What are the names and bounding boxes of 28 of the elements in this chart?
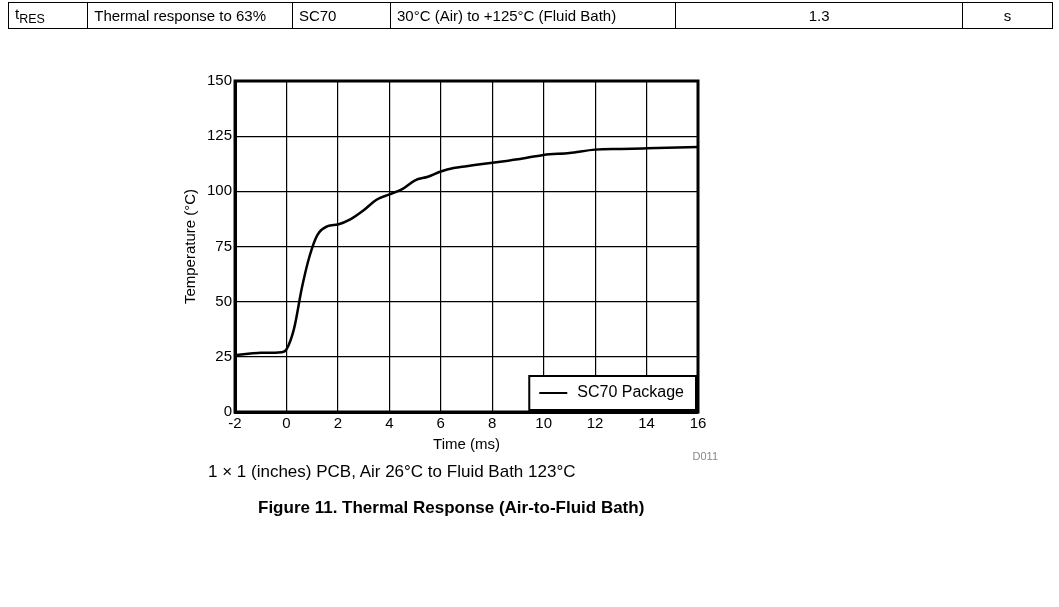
y-tick-label: 75 — [215, 236, 233, 254]
legend-label: SC70 Package — [577, 383, 685, 401]
text: 1.3 — [675, 2, 963, 29]
x-tick-label: 8 — [488, 414, 497, 432]
x-tick-label: 2 — [333, 414, 343, 432]
text: D011 — [692, 450, 718, 462]
x-tick-label: 4 — [385, 414, 394, 432]
text: t$_{RES}$ — [8, 2, 88, 29]
text: Thermal response to 63% — [87, 2, 293, 29]
y-tick-label: 50 — [215, 291, 233, 309]
text: 1 × 1 (inches) PCB, Air 26°C to Fluid Bath 123°C — [208, 462, 577, 482]
x-tick-label: 16 — [689, 414, 707, 432]
y-tick-label: 0 — [223, 402, 233, 420]
text: Figure 11. Thermal Response (Air-to-Fluid Bath) — [258, 498, 646, 518]
x-tick-label: 12 — [586, 414, 604, 432]
y-tick-label: 25 — [215, 346, 233, 364]
x-tick-label: 6 — [436, 414, 445, 432]
y-tick-label: 150 — [207, 71, 233, 89]
x-tick-label: 14 — [638, 414, 655, 432]
x-tick-label: 10 — [535, 414, 553, 432]
x-tick-label: 0 — [282, 414, 291, 432]
text: 30°C (Air) to +125°C (Fluid Bath) — [390, 2, 676, 29]
y-axis-title: Temperature (°C) — [181, 188, 199, 305]
text: s — [962, 2, 1053, 29]
y-tick-label: 125 — [207, 126, 233, 144]
y-tick-label: 100 — [207, 181, 233, 199]
x-axis-title: Time (ms) — [433, 435, 500, 453]
text: SC70 — [292, 2, 391, 29]
